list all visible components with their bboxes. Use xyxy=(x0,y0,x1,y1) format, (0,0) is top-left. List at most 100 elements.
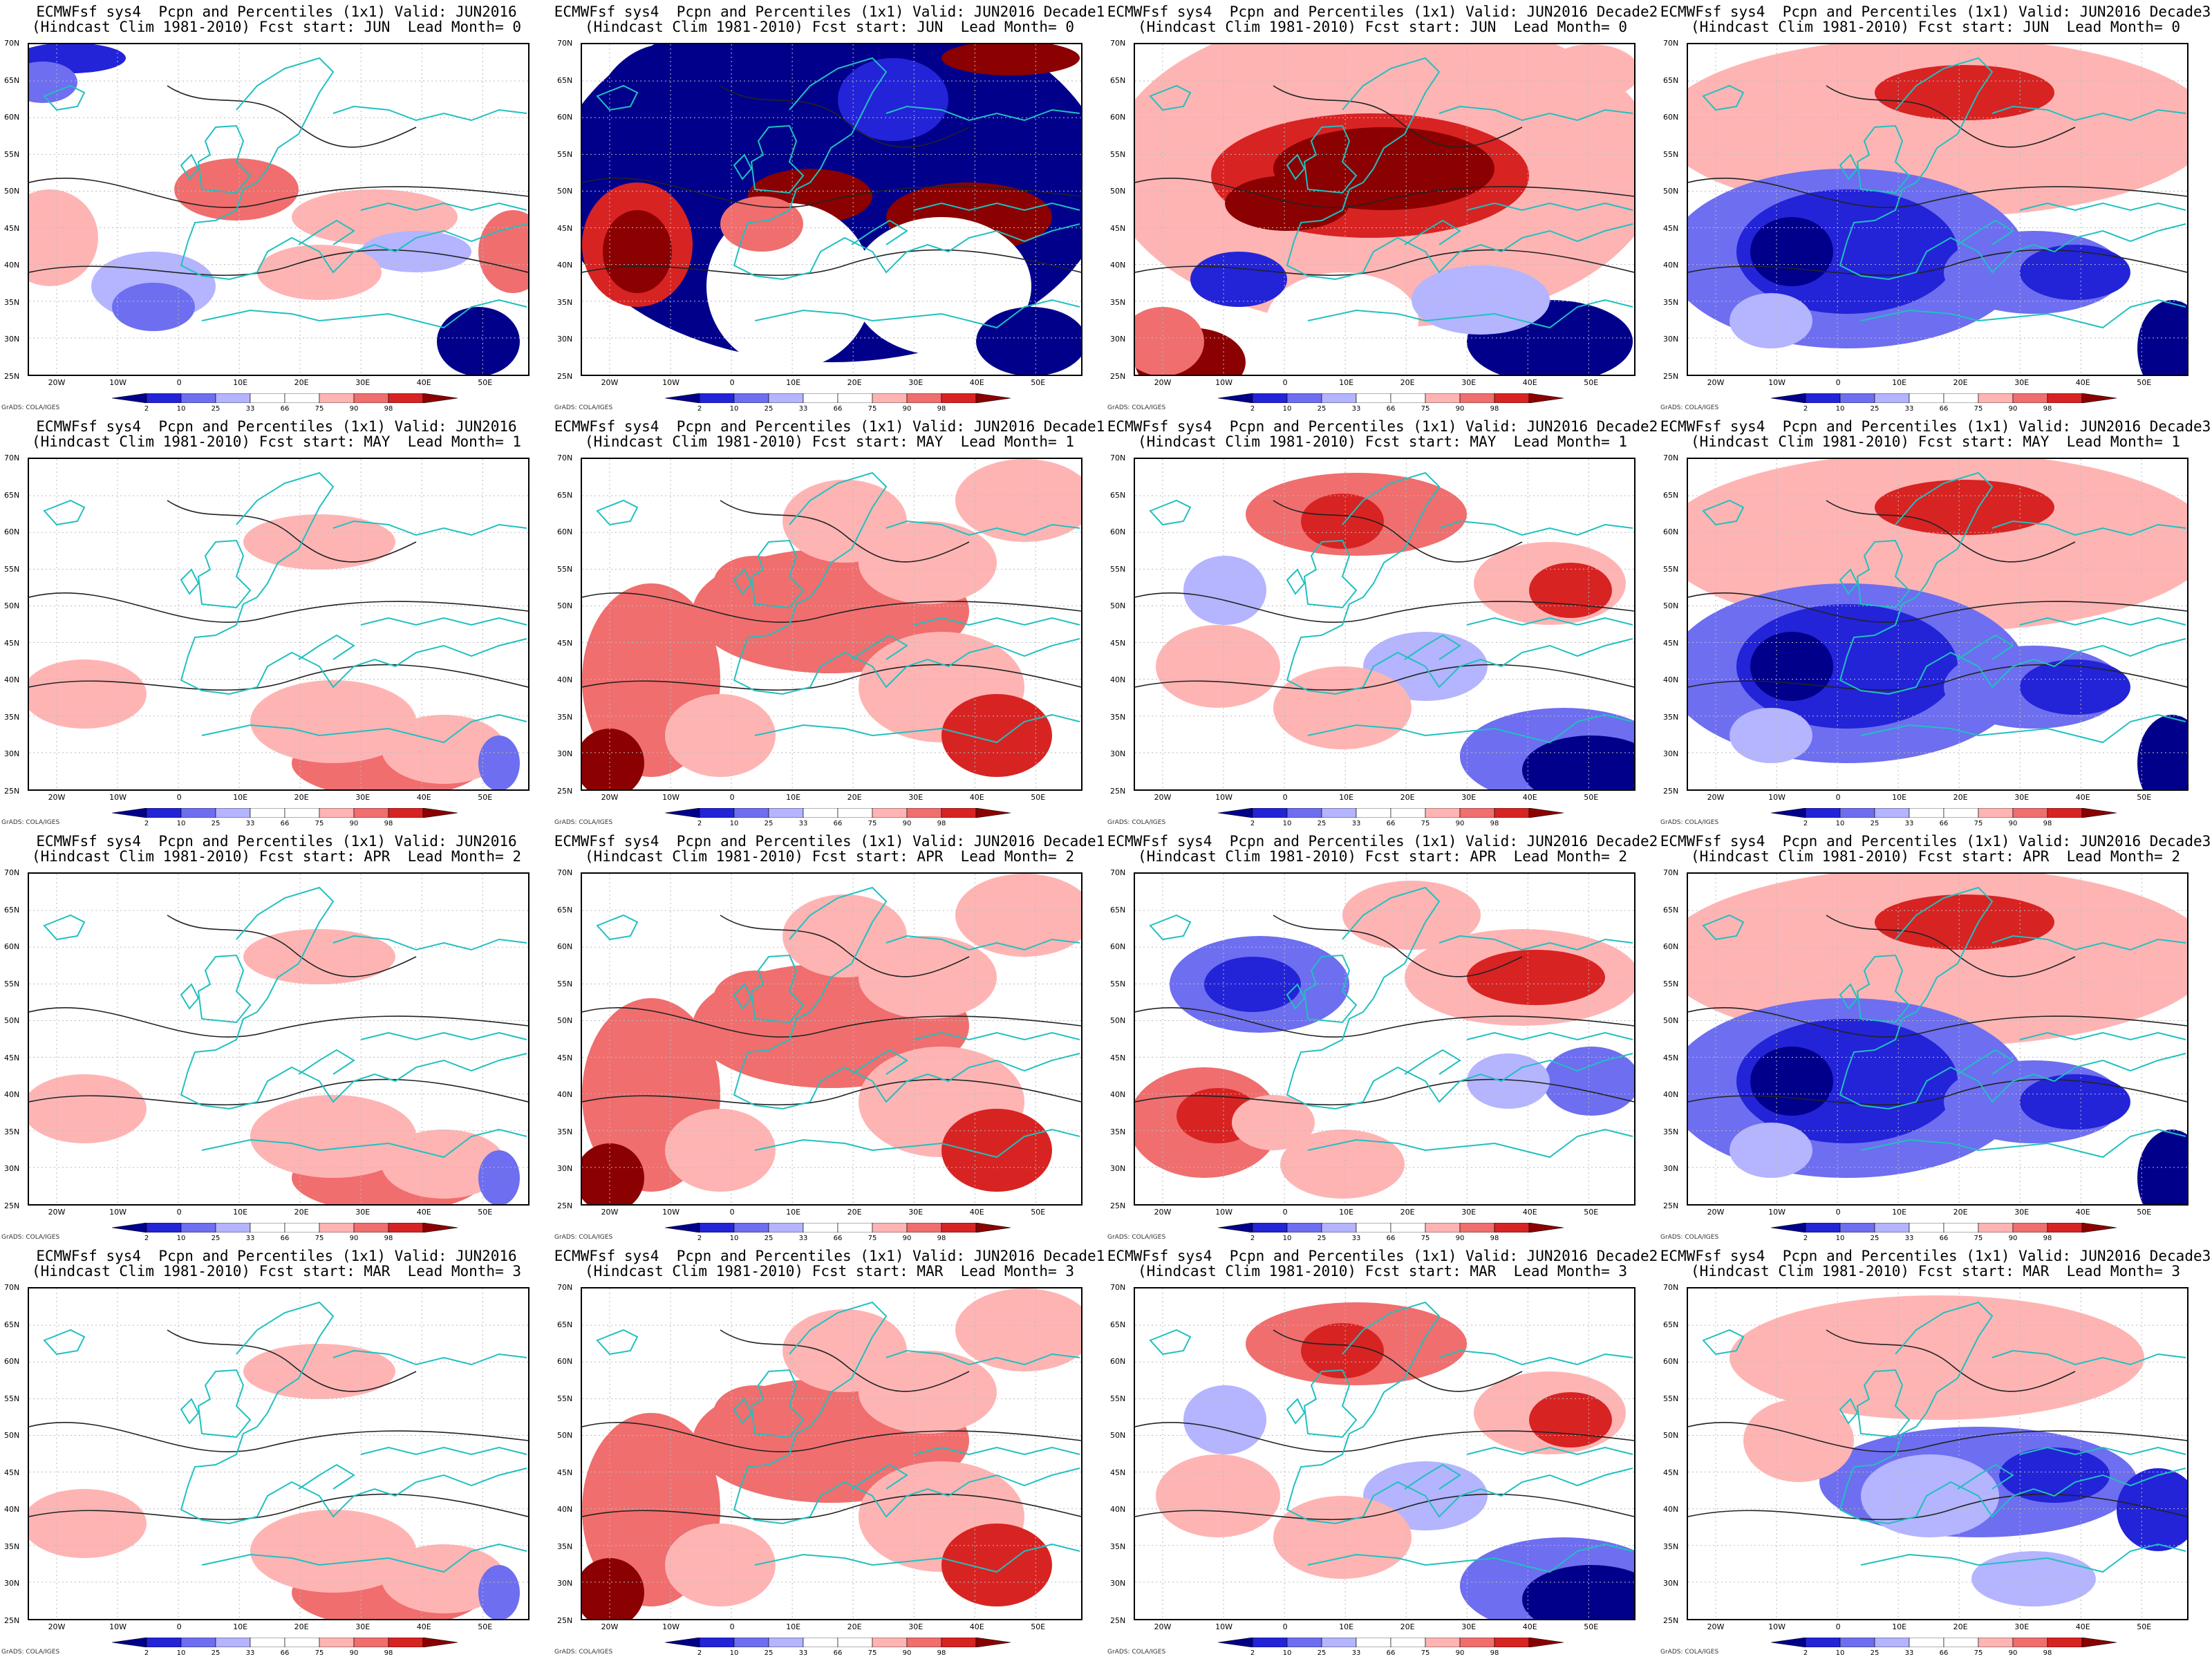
colorbar-swatch xyxy=(1978,1637,2014,1648)
longitude-label: 10W xyxy=(1768,1622,1785,1631)
latitude-label: 25N xyxy=(1663,372,1679,381)
latitude-label: 30N xyxy=(4,1164,20,1174)
latitude-label: 60N xyxy=(1663,942,1679,952)
longitude-label: 0 xyxy=(729,793,735,802)
panel-subtitle: (Hindcast Clim 1981-2010) Fcst start: AP… xyxy=(31,848,521,865)
longitude-label: 10E xyxy=(786,1622,801,1631)
longitude-label: 20W xyxy=(601,1208,619,1217)
colorbar-label: 98 xyxy=(384,1649,393,1657)
latitude-label: 25N xyxy=(557,372,573,381)
anomaly-area xyxy=(1156,625,1280,708)
latitude-label: 60N xyxy=(4,942,20,952)
anomaly-area xyxy=(1225,176,1349,231)
colorbar-swatch xyxy=(1356,1222,1391,1233)
forecast-map-panel: ECMWFsf sys4 Pcpn and Percentiles (1x1) … xyxy=(0,830,553,1244)
anomaly-area xyxy=(257,245,382,300)
colorbar-label: 2 xyxy=(1803,820,1808,827)
panel-subtitle: (Hindcast Clim 1981-2010) Fcst start: AP… xyxy=(1690,848,2180,865)
grads-credit: GrADS: COLA/IGES xyxy=(1660,819,1719,826)
contour-line xyxy=(582,1078,1081,1106)
colorbar-label: 90 xyxy=(2008,405,2018,413)
forecast-map-panel: ECMWFsf sys4 Pcpn and Percentiles (1x1) … xyxy=(1659,415,2212,830)
latitude-label: 55N xyxy=(557,149,573,159)
longitude-label: 50E xyxy=(478,1208,493,1217)
colorbar xyxy=(1770,1222,2117,1233)
colorbar-swatch xyxy=(1978,1222,2014,1233)
forecast-map-panel: ECMWFsf sys4 Pcpn and Percentiles (1x1) … xyxy=(553,415,1106,830)
colorbar-swatch xyxy=(1494,807,1530,818)
colorbar-label: 66 xyxy=(1386,405,1396,413)
latitude-label: 30N xyxy=(1663,1579,1679,1588)
latitude-label: 70N xyxy=(557,868,573,877)
latitude-label: 70N xyxy=(1110,39,1126,48)
colorbar-swatch xyxy=(353,393,389,404)
contour-line xyxy=(582,1421,1081,1453)
latitude-label: 40N xyxy=(1663,675,1679,685)
coastline xyxy=(43,57,527,329)
colorbar-swatch xyxy=(1390,393,1426,404)
percentile-map xyxy=(1687,458,2188,791)
latitude-label: 65N xyxy=(557,75,573,85)
contour-line xyxy=(720,500,970,563)
longitude-label: 10W xyxy=(1215,378,1232,387)
panel-subtitle: (Hindcast Clim 1981-2010) Fcst start: JU… xyxy=(584,19,1074,35)
colorbar xyxy=(111,393,458,404)
colorbar-label: 90 xyxy=(1455,405,1465,413)
longitude-label: 20E xyxy=(294,378,309,387)
anomaly-area xyxy=(1750,1047,1833,1116)
colorbar-swatch xyxy=(941,1222,977,1233)
longitude-label: 20E xyxy=(1953,378,1968,387)
colorbar-swatch xyxy=(1356,393,1391,404)
colorbar-swatch xyxy=(1805,1637,1841,1648)
colorbar-label: 10 xyxy=(1282,1235,1292,1242)
coastline xyxy=(596,1301,1080,1573)
anomaly-area xyxy=(941,1109,1052,1192)
colorbar xyxy=(1770,393,2117,404)
colorbar xyxy=(1770,807,2117,818)
contour-line xyxy=(1135,249,1634,276)
latitude-label: 55N xyxy=(1663,1394,1679,1403)
longitude-label: 10E xyxy=(1339,1208,1354,1217)
latitude-label: 60N xyxy=(557,113,573,122)
latitude-label: 35N xyxy=(4,1541,20,1551)
latitude-label: 35N xyxy=(557,712,573,722)
latitude-label: 40N xyxy=(1110,675,1126,685)
coastline xyxy=(1702,471,2186,744)
latitude-label: 60N xyxy=(557,527,573,537)
anomaly-area xyxy=(1529,1392,1612,1447)
colorbar-swatch xyxy=(1252,393,1288,404)
contour-line xyxy=(1135,1493,1634,1521)
latitude-label: 45N xyxy=(4,638,20,648)
anomaly-area xyxy=(1135,307,1204,375)
anomaly-area xyxy=(582,1143,644,1204)
colorbar-swatch xyxy=(388,1637,424,1648)
colorbar-swatch xyxy=(733,1222,769,1233)
contour-line xyxy=(1688,1493,2187,1521)
longitude-label: 10E xyxy=(233,1208,248,1217)
anomaly-area xyxy=(382,1544,506,1613)
colorbar-label: 33 xyxy=(1904,1649,1914,1657)
latitude-label: 70N xyxy=(1110,868,1126,877)
colorbar-swatch xyxy=(2081,1222,2117,1233)
latitude-label: 65N xyxy=(1110,905,1126,915)
latitude-label: 35N xyxy=(1110,297,1126,307)
longitude-label: 40E xyxy=(2075,793,2090,802)
longitude-label: 40E xyxy=(2075,1622,2090,1631)
longitude-label: 30E xyxy=(2014,1622,2030,1631)
colorbar-swatch xyxy=(1217,1637,1253,1648)
colorbar-label: 98 xyxy=(1490,820,1499,827)
colorbar-swatch xyxy=(837,393,873,404)
colorbar-swatch xyxy=(941,1637,977,1648)
longitude-label: 0 xyxy=(176,378,182,387)
latitude-label: 70N xyxy=(1110,1283,1126,1292)
longitude-label: 10W xyxy=(109,1622,126,1631)
coastline xyxy=(1149,886,1633,1159)
colorbar-label: 90 xyxy=(902,1235,912,1242)
longitude-label: 0 xyxy=(1835,793,1841,802)
anomaly-area xyxy=(1543,44,1634,100)
panel-subtitle: (Hindcast Clim 1981-2010) Fcst start: AP… xyxy=(1137,848,1627,865)
latitude-label: 60N xyxy=(1663,527,1679,537)
colorbar-label: 10 xyxy=(1835,1235,1845,1242)
colorbar-label: 66 xyxy=(1386,820,1396,827)
contour-line xyxy=(29,1078,528,1106)
